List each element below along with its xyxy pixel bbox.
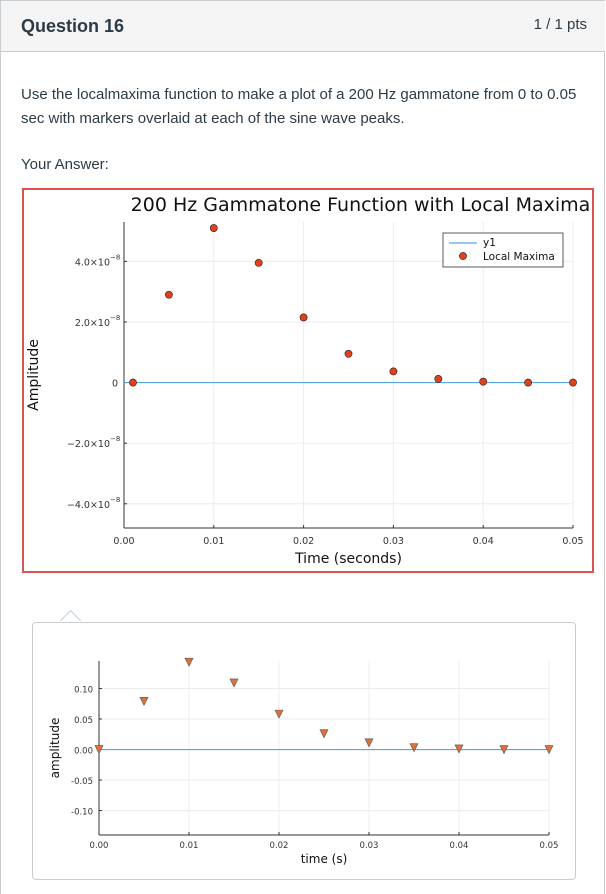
local-maxima-marker	[434, 375, 443, 383]
y-tick-label: 0.10	[74, 685, 93, 695]
peak-marker	[319, 729, 329, 739]
x-axis-label: Time (seconds)	[294, 551, 402, 567]
x-tick-label: 0.00	[113, 536, 134, 547]
peak-marker	[499, 745, 509, 755]
local-maxima-marker	[164, 290, 173, 299]
x-tick-label: 0.05	[562, 536, 583, 547]
peak-marker	[454, 744, 464, 754]
peak-marker	[94, 745, 104, 755]
peak-marker	[274, 709, 284, 719]
x-axis-label: time (s)	[301, 852, 348, 866]
peak-marker	[409, 743, 419, 753]
y-tick-exponent: −8	[110, 253, 120, 261]
y-tick-label: −4.0×10	[67, 500, 110, 511]
peak-marker	[139, 696, 149, 706]
feedback-box: 0.00 0.01 0.02 0.03 0.04 0.05 -0.10 -0.05 0.00 0.…	[32, 622, 576, 880]
y-tick-label: −2.0×10	[67, 439, 110, 450]
x-tick-label: 0.02	[270, 841, 289, 851]
legend-box	[442, 232, 564, 268]
legend-marker-swatch	[459, 252, 467, 260]
y-axis-label: amplitude	[48, 718, 62, 779]
question-title: Question 16	[21, 16, 125, 36]
x-tick-label: 0.03	[360, 841, 379, 851]
y-tick-label: -0.10	[71, 808, 93, 818]
local-maxima-marker	[389, 367, 398, 376]
local-maxima-marker	[254, 259, 263, 267]
local-maxima-marker	[299, 313, 308, 322]
local-maxima-marker	[569, 378, 577, 387]
question-points: 1 / 1 pts	[533, 16, 587, 33]
peak-marker	[184, 657, 194, 667]
gammatone-chart: 0.00 0.01 0.02 0.03 0.04 0.05−4.0×10 −8−2.0×10…	[26, 194, 591, 567]
question-header: Question 16 1 / 1 pts	[1, 1, 605, 52]
legend-label-maxima: Local Maxima	[483, 251, 555, 263]
local-maxima-marker	[344, 349, 353, 358]
y-tick-label: 0	[112, 379, 118, 390]
feedback-chart: 0.00 0.01 0.02 0.03 0.04 0.05 -0.10 -0.05 0.00 0.…	[48, 657, 559, 866]
x-tick-label: 0.03	[383, 536, 404, 547]
y-tick-label: 2.0×10	[75, 318, 110, 329]
local-maxima-marker	[524, 378, 532, 387]
legend-label-y1: y1	[483, 237, 496, 249]
y-tick-exponent: −8	[110, 435, 120, 443]
x-tick-label: 0.01	[180, 841, 199, 851]
x-tick-label: 0.05	[540, 841, 559, 851]
x-tick-label: 0.02	[293, 536, 314, 547]
local-maxima-marker	[129, 378, 137, 387]
peak-marker	[364, 738, 374, 748]
x-tick-label: 0.04	[473, 536, 494, 547]
y-tick-exponent: −8	[110, 314, 120, 322]
y-tick-label: 4.0×10	[75, 257, 110, 268]
y-tick-exponent: −8	[110, 496, 120, 504]
x-tick-label: 0.01	[203, 536, 224, 547]
question-text: Use the localmaxima function to make a p…	[21, 86, 577, 127]
y-axis-label: Amplitude	[26, 339, 42, 411]
peak-marker	[229, 678, 239, 688]
y-tick-label: 0.00	[74, 747, 93, 757]
y-tick-label: 0.05	[74, 716, 93, 726]
chart-title: 200 Hz Gammatone Function with Local Max…	[131, 194, 591, 216]
local-maxima-marker	[209, 224, 218, 232]
x-tick-label: 0.04	[450, 841, 469, 851]
peak-marker	[544, 745, 554, 755]
y-tick-label: -0.05	[71, 777, 93, 787]
answer-image-frame: 0.00 0.01 0.02 0.03 0.04 0.05 −4.0×10 −8 −2.0×10…	[22, 188, 594, 573]
local-maxima-marker	[479, 377, 488, 386]
answer-label: Your Answer:	[21, 156, 109, 173]
x-tick-label: 0.00	[90, 841, 109, 851]
